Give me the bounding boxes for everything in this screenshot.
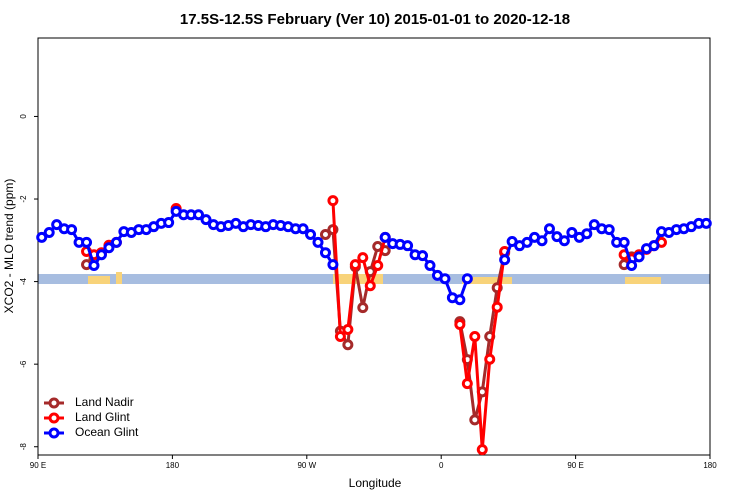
x-tick-label: 180 <box>166 461 180 470</box>
point <box>110 236 122 248</box>
x-tick-label: 0 <box>439 461 444 470</box>
point <box>558 235 570 247</box>
point <box>319 229 331 241</box>
land-band <box>462 277 512 284</box>
y-tick-label: -6 <box>19 360 28 368</box>
land-band <box>116 272 122 284</box>
x-axis-label: Longitude <box>349 476 402 490</box>
x-tick-label: 90 E <box>567 461 583 470</box>
point <box>581 228 593 240</box>
point <box>81 236 93 248</box>
point <box>319 247 331 259</box>
point <box>372 259 384 271</box>
point <box>424 259 436 271</box>
point <box>618 236 630 248</box>
point <box>469 331 481 343</box>
point <box>342 339 354 351</box>
y-axis-label: XCO2 - MLO trend (ppm) <box>2 179 16 314</box>
point <box>357 252 369 264</box>
x-tick-label: 180 <box>703 461 717 470</box>
legend-marker <box>48 397 60 409</box>
point <box>648 240 660 252</box>
point <box>163 217 175 229</box>
x-tick-label: 90 E <box>30 461 46 470</box>
point <box>305 229 317 241</box>
point <box>95 249 107 261</box>
point <box>43 226 55 238</box>
point <box>297 223 309 235</box>
point <box>349 259 361 271</box>
point <box>499 254 511 266</box>
point <box>334 331 346 343</box>
point <box>521 236 533 248</box>
point <box>327 259 339 271</box>
y-tick-label: -2 <box>19 195 28 203</box>
point <box>454 319 466 331</box>
point <box>476 444 488 456</box>
point <box>312 236 324 248</box>
land-band <box>625 277 661 284</box>
legend-label: Ocean Glint <box>75 425 139 439</box>
point <box>700 217 712 229</box>
y-tick-label: 0 <box>19 114 28 119</box>
point <box>603 224 615 236</box>
point <box>193 209 205 221</box>
land-band <box>88 276 110 284</box>
point <box>536 235 548 247</box>
chart-title: 17.5S-12.5S February (Ver 10) 2015-01-01… <box>180 11 570 28</box>
point <box>200 214 212 226</box>
point <box>402 240 414 252</box>
y-tick-label: -8 <box>19 443 28 451</box>
point <box>484 353 496 365</box>
legend-label: Land Glint <box>75 410 130 424</box>
y-tick-label: -4 <box>19 277 28 285</box>
point <box>439 273 451 285</box>
point <box>379 231 391 243</box>
point <box>364 280 376 292</box>
point <box>454 294 466 306</box>
point <box>491 301 503 313</box>
point <box>633 251 645 263</box>
point <box>461 378 473 390</box>
point <box>417 250 429 262</box>
legend-label: Land Nadir <box>75 395 134 409</box>
point <box>66 224 78 236</box>
point <box>36 231 48 243</box>
point <box>88 259 100 271</box>
point <box>342 323 354 335</box>
point <box>543 223 555 235</box>
x-tick-label: 90 W <box>297 461 316 470</box>
point <box>626 259 638 271</box>
legend-marker <box>48 412 60 424</box>
point <box>566 226 578 238</box>
point <box>327 195 339 207</box>
point <box>469 414 481 426</box>
point <box>357 302 369 314</box>
point <box>461 273 473 285</box>
plot-frame <box>37 37 711 456</box>
point <box>103 242 115 254</box>
legend-marker <box>48 427 60 439</box>
